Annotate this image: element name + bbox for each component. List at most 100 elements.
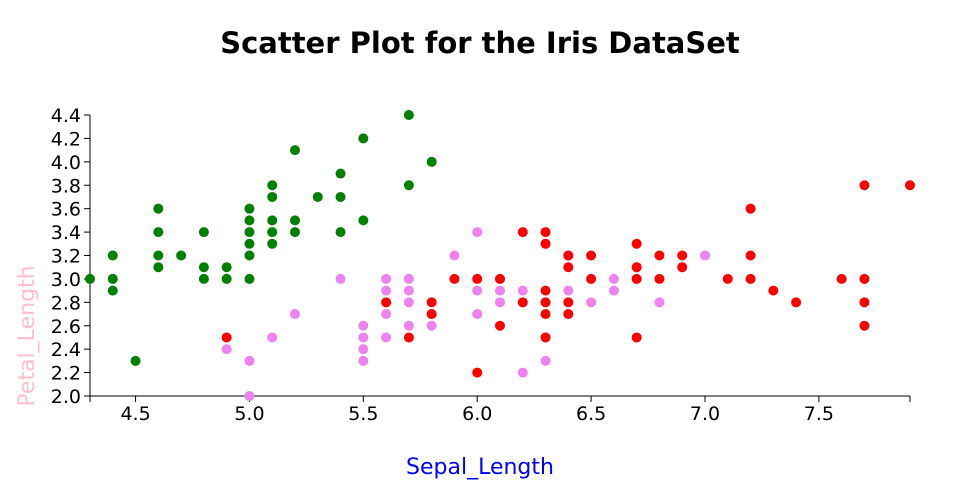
y-axis-label: Petal_Length [15, 265, 40, 406]
data-point [290, 227, 300, 238]
data-point [631, 273, 642, 284]
data-point [267, 332, 278, 343]
data-point [836, 273, 847, 284]
data-point [449, 250, 460, 261]
data-point [540, 355, 551, 366]
y-tick-label: 2.0 [51, 386, 81, 408]
data-point [768, 285, 779, 296]
data-point [403, 110, 414, 120]
data-point [130, 355, 141, 366]
data-point [358, 215, 369, 226]
data-point [495, 273, 505, 284]
y-axis: 2.02.22.42.62.83.03.23.43.63.84.04.24.4 [51, 105, 91, 408]
data-point [335, 273, 346, 284]
data-point [745, 203, 756, 214]
data-points [85, 110, 915, 401]
y-tick-label: 2.8 [51, 292, 81, 314]
x-tick-label: 5.0 [234, 403, 264, 425]
x-tick-label: 6.5 [576, 403, 606, 425]
data-point [654, 297, 665, 308]
data-point [745, 250, 756, 261]
data-point [563, 262, 574, 273]
data-point [267, 238, 278, 249]
data-point [381, 332, 392, 343]
data-point [859, 320, 870, 331]
data-point [745, 273, 756, 284]
data-point [517, 367, 528, 378]
data-point [517, 227, 528, 238]
data-point [654, 250, 665, 261]
data-point [403, 297, 414, 308]
x-axis-label: Sepal_Length [406, 455, 554, 480]
data-point [358, 133, 369, 144]
x-tick-label: 6.0 [462, 403, 492, 425]
data-point [540, 227, 551, 238]
data-point [403, 285, 414, 296]
data-point [791, 297, 802, 308]
data-point [426, 320, 437, 331]
data-point [540, 297, 551, 308]
data-point [198, 262, 209, 273]
data-point [358, 320, 369, 331]
data-point [563, 285, 574, 296]
data-point [198, 227, 209, 238]
data-point [153, 250, 164, 261]
y-tick-label: 3.6 [51, 199, 81, 221]
data-point [267, 227, 278, 238]
x-tick-label: 7.5 [804, 403, 834, 425]
data-point [517, 285, 528, 296]
data-point [677, 250, 688, 261]
data-point [905, 180, 915, 191]
data-point [358, 344, 369, 355]
data-point [586, 273, 597, 284]
data-point [358, 355, 369, 366]
data-point [540, 332, 551, 343]
x-tick-label: 5.5 [348, 403, 378, 425]
data-point [472, 309, 483, 320]
data-point [335, 168, 346, 179]
data-point [608, 273, 619, 284]
y-tick-label: 2.6 [51, 316, 81, 338]
data-point [244, 355, 255, 366]
data-point [631, 262, 642, 273]
data-point [198, 273, 209, 284]
data-point [312, 191, 323, 202]
data-point [107, 250, 118, 261]
y-tick-label: 4.4 [51, 105, 81, 127]
y-tick-label: 4.2 [51, 128, 81, 150]
data-point [586, 250, 597, 261]
data-point [677, 262, 688, 273]
data-point [631, 238, 642, 249]
data-point [859, 180, 870, 191]
data-point [244, 273, 255, 284]
data-point [290, 145, 300, 156]
data-point [221, 273, 232, 284]
data-point [107, 273, 118, 284]
data-point [722, 273, 733, 284]
data-point [267, 191, 278, 202]
x-tick-label: 7.0 [690, 403, 720, 425]
data-point [244, 203, 255, 214]
data-point [426, 156, 437, 167]
data-point [563, 250, 574, 261]
data-point [153, 227, 164, 238]
y-tick-label: 3.0 [51, 269, 81, 291]
data-point [426, 297, 437, 308]
y-tick-label: 3.2 [51, 246, 81, 268]
data-point [472, 367, 483, 378]
x-axis: 4.5 5.0 5.5 6.0 6.5 7.0 7.5 [89, 395, 911, 425]
data-point [381, 309, 392, 320]
data-point [381, 285, 392, 296]
data-point [608, 285, 619, 296]
data-point [631, 332, 642, 343]
data-point [472, 273, 483, 284]
data-point [267, 180, 278, 191]
data-point [381, 273, 392, 284]
y-tick-label: 2.4 [51, 339, 81, 361]
data-point [358, 332, 369, 343]
data-point [290, 309, 300, 320]
data-point [221, 344, 232, 355]
data-point [517, 297, 528, 308]
data-point [153, 203, 164, 214]
